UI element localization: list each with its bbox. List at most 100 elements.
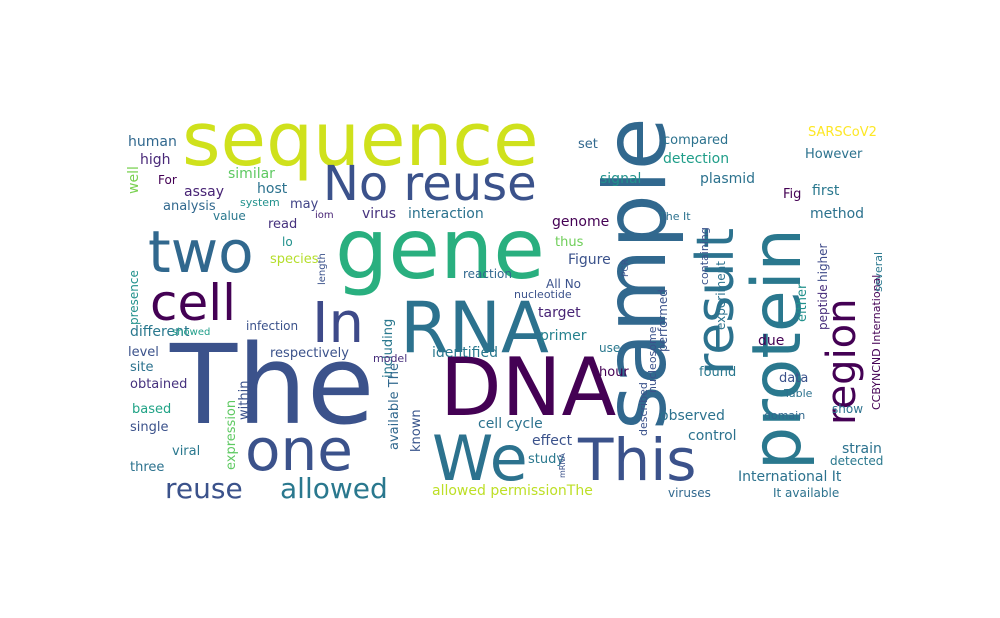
word-cloud-word: sample xyxy=(586,117,686,430)
word-cloud-word: nucleosome xyxy=(646,326,659,393)
word-cloud-word: nucleotide xyxy=(514,288,572,301)
word-cloud-word: result xyxy=(686,228,746,375)
word-cloud-word: RNA xyxy=(400,287,549,369)
word-cloud-word: Figure xyxy=(568,252,611,268)
word-cloud-word: We xyxy=(432,422,528,495)
word-cloud-word: strain xyxy=(842,441,882,457)
word-cloud-word: No reuse xyxy=(323,156,537,212)
word-cloud-word: primer xyxy=(540,328,587,344)
word-cloud-word: well xyxy=(126,166,142,194)
word-cloud-word: observed xyxy=(660,408,725,424)
word-cloud-word: All No xyxy=(546,277,581,291)
word-cloud-word: human xyxy=(128,134,177,150)
word-cloud-word: one xyxy=(245,416,353,484)
word-cloud-word: domain xyxy=(764,409,805,422)
word-cloud-word: use xyxy=(599,341,620,355)
word-cloud-word: The It xyxy=(658,210,691,223)
word-cloud-word: lo xyxy=(282,235,293,249)
word-cloud-word: It available xyxy=(773,486,839,500)
word-cloud-word: reaction xyxy=(463,267,512,281)
word-cloud-word: model xyxy=(373,352,407,365)
word-cloud-word: different xyxy=(130,324,190,340)
word-cloud-word: similar xyxy=(228,166,275,182)
word-cloud-word: hour xyxy=(599,365,629,380)
word-cloud-word: experiment xyxy=(714,261,728,330)
word-cloud-word: two xyxy=(148,218,254,286)
word-cloud-word: read xyxy=(268,217,297,232)
word-cloud-word: data xyxy=(779,371,808,386)
word-cloud-word: sequence xyxy=(182,97,539,183)
word-cloud-word: reuse xyxy=(165,472,243,505)
word-cloud-word: thus xyxy=(555,235,584,250)
word-cloud-word: plasmid xyxy=(700,171,755,187)
word-cloud-word: show xyxy=(832,402,863,416)
word-cloud-word: length xyxy=(317,253,328,285)
word-cloud-word: value xyxy=(213,209,246,223)
word-cloud-word: viruses xyxy=(668,486,711,500)
word-cloud-word: described xyxy=(637,382,650,436)
word-cloud-word: several xyxy=(872,252,885,292)
word-cloud-word: control xyxy=(688,428,737,444)
word-cloud-word: respectively xyxy=(270,346,349,361)
word-cloud-word: presence xyxy=(127,270,141,325)
word-cloud-word: effect xyxy=(532,433,573,449)
word-cloud-word: In xyxy=(312,291,364,356)
word-cloud-word: compared xyxy=(663,133,728,148)
word-cloud-word: may xyxy=(290,197,319,212)
word-cloud-word: within xyxy=(237,381,252,420)
word-cloud-word: high xyxy=(140,152,171,168)
word-cloud-word: iom xyxy=(315,210,334,221)
word-cloud-word: gene xyxy=(335,200,545,298)
word-cloud-word: three xyxy=(130,460,164,475)
word-cloud-word: cell xyxy=(150,274,236,332)
word-cloud-word: International It xyxy=(738,469,842,485)
word-cloud-word: system xyxy=(240,196,280,209)
word-cloud-word: host xyxy=(257,181,288,197)
word-cloud-word: This xyxy=(577,426,697,494)
word-cloud-word: site xyxy=(130,360,153,375)
word-cloud-word: signal xyxy=(600,171,641,187)
word-cloud-word: identified xyxy=(432,345,498,361)
word-cloud-word: peptide xyxy=(816,284,830,330)
word-cloud-word: found xyxy=(699,365,736,380)
word-cloud-word: study xyxy=(528,452,564,467)
word-cloud-word: cell cycle xyxy=(478,416,543,432)
word-cloud-word: For xyxy=(158,173,177,187)
word-cloud-word: virus xyxy=(362,206,396,222)
word-cloud-word: single xyxy=(130,420,169,435)
word-cloud-word: method xyxy=(810,206,864,222)
word-cloud-word: allowed permissionThe xyxy=(432,483,593,499)
word-cloud-word: including xyxy=(381,319,396,378)
word-cloud-word: protein xyxy=(738,228,817,470)
word-cloud-word: DNA xyxy=(440,341,616,434)
word-cloud-word: PCR xyxy=(621,259,631,277)
word-cloud-word: expression xyxy=(224,400,239,470)
word-cloud-word: containing xyxy=(698,227,711,285)
word-cloud-word: interaction xyxy=(408,206,484,222)
word-cloud-word: level xyxy=(128,345,159,360)
word-cloud-word: Table xyxy=(783,387,813,400)
word-cloud-word: either xyxy=(795,283,810,322)
word-cloud-word: analysis xyxy=(163,199,216,214)
word-cloud-word: set xyxy=(578,137,598,152)
word-cloud-word: viral xyxy=(172,444,200,459)
word-cloud-word: known xyxy=(409,409,424,452)
word-cloud-word: first xyxy=(812,183,840,199)
word-cloud-word: allowed xyxy=(280,472,388,505)
word-cloud-word: detected xyxy=(830,454,883,468)
word-cloud-word: CCBYNCND International xyxy=(870,275,883,410)
word-cloud-word: species xyxy=(270,252,319,267)
word-cloud-word: infection xyxy=(246,319,298,333)
word-cloud-word: available The xyxy=(387,363,402,450)
word-cloud-word: mRNA xyxy=(558,453,567,478)
word-cloud-word: performed xyxy=(656,289,670,352)
word-cloud-word: showed xyxy=(172,327,210,338)
word-cloud-word: higher xyxy=(816,243,830,282)
word-cloud-word: However xyxy=(805,147,863,162)
word-cloud-word: region xyxy=(819,298,865,425)
word-cloud-word: SARSCoV2 xyxy=(808,125,877,140)
word-cloud-word: The xyxy=(169,321,375,449)
word-cloud-word: target xyxy=(538,305,581,321)
word-cloud-word: due xyxy=(758,333,784,349)
